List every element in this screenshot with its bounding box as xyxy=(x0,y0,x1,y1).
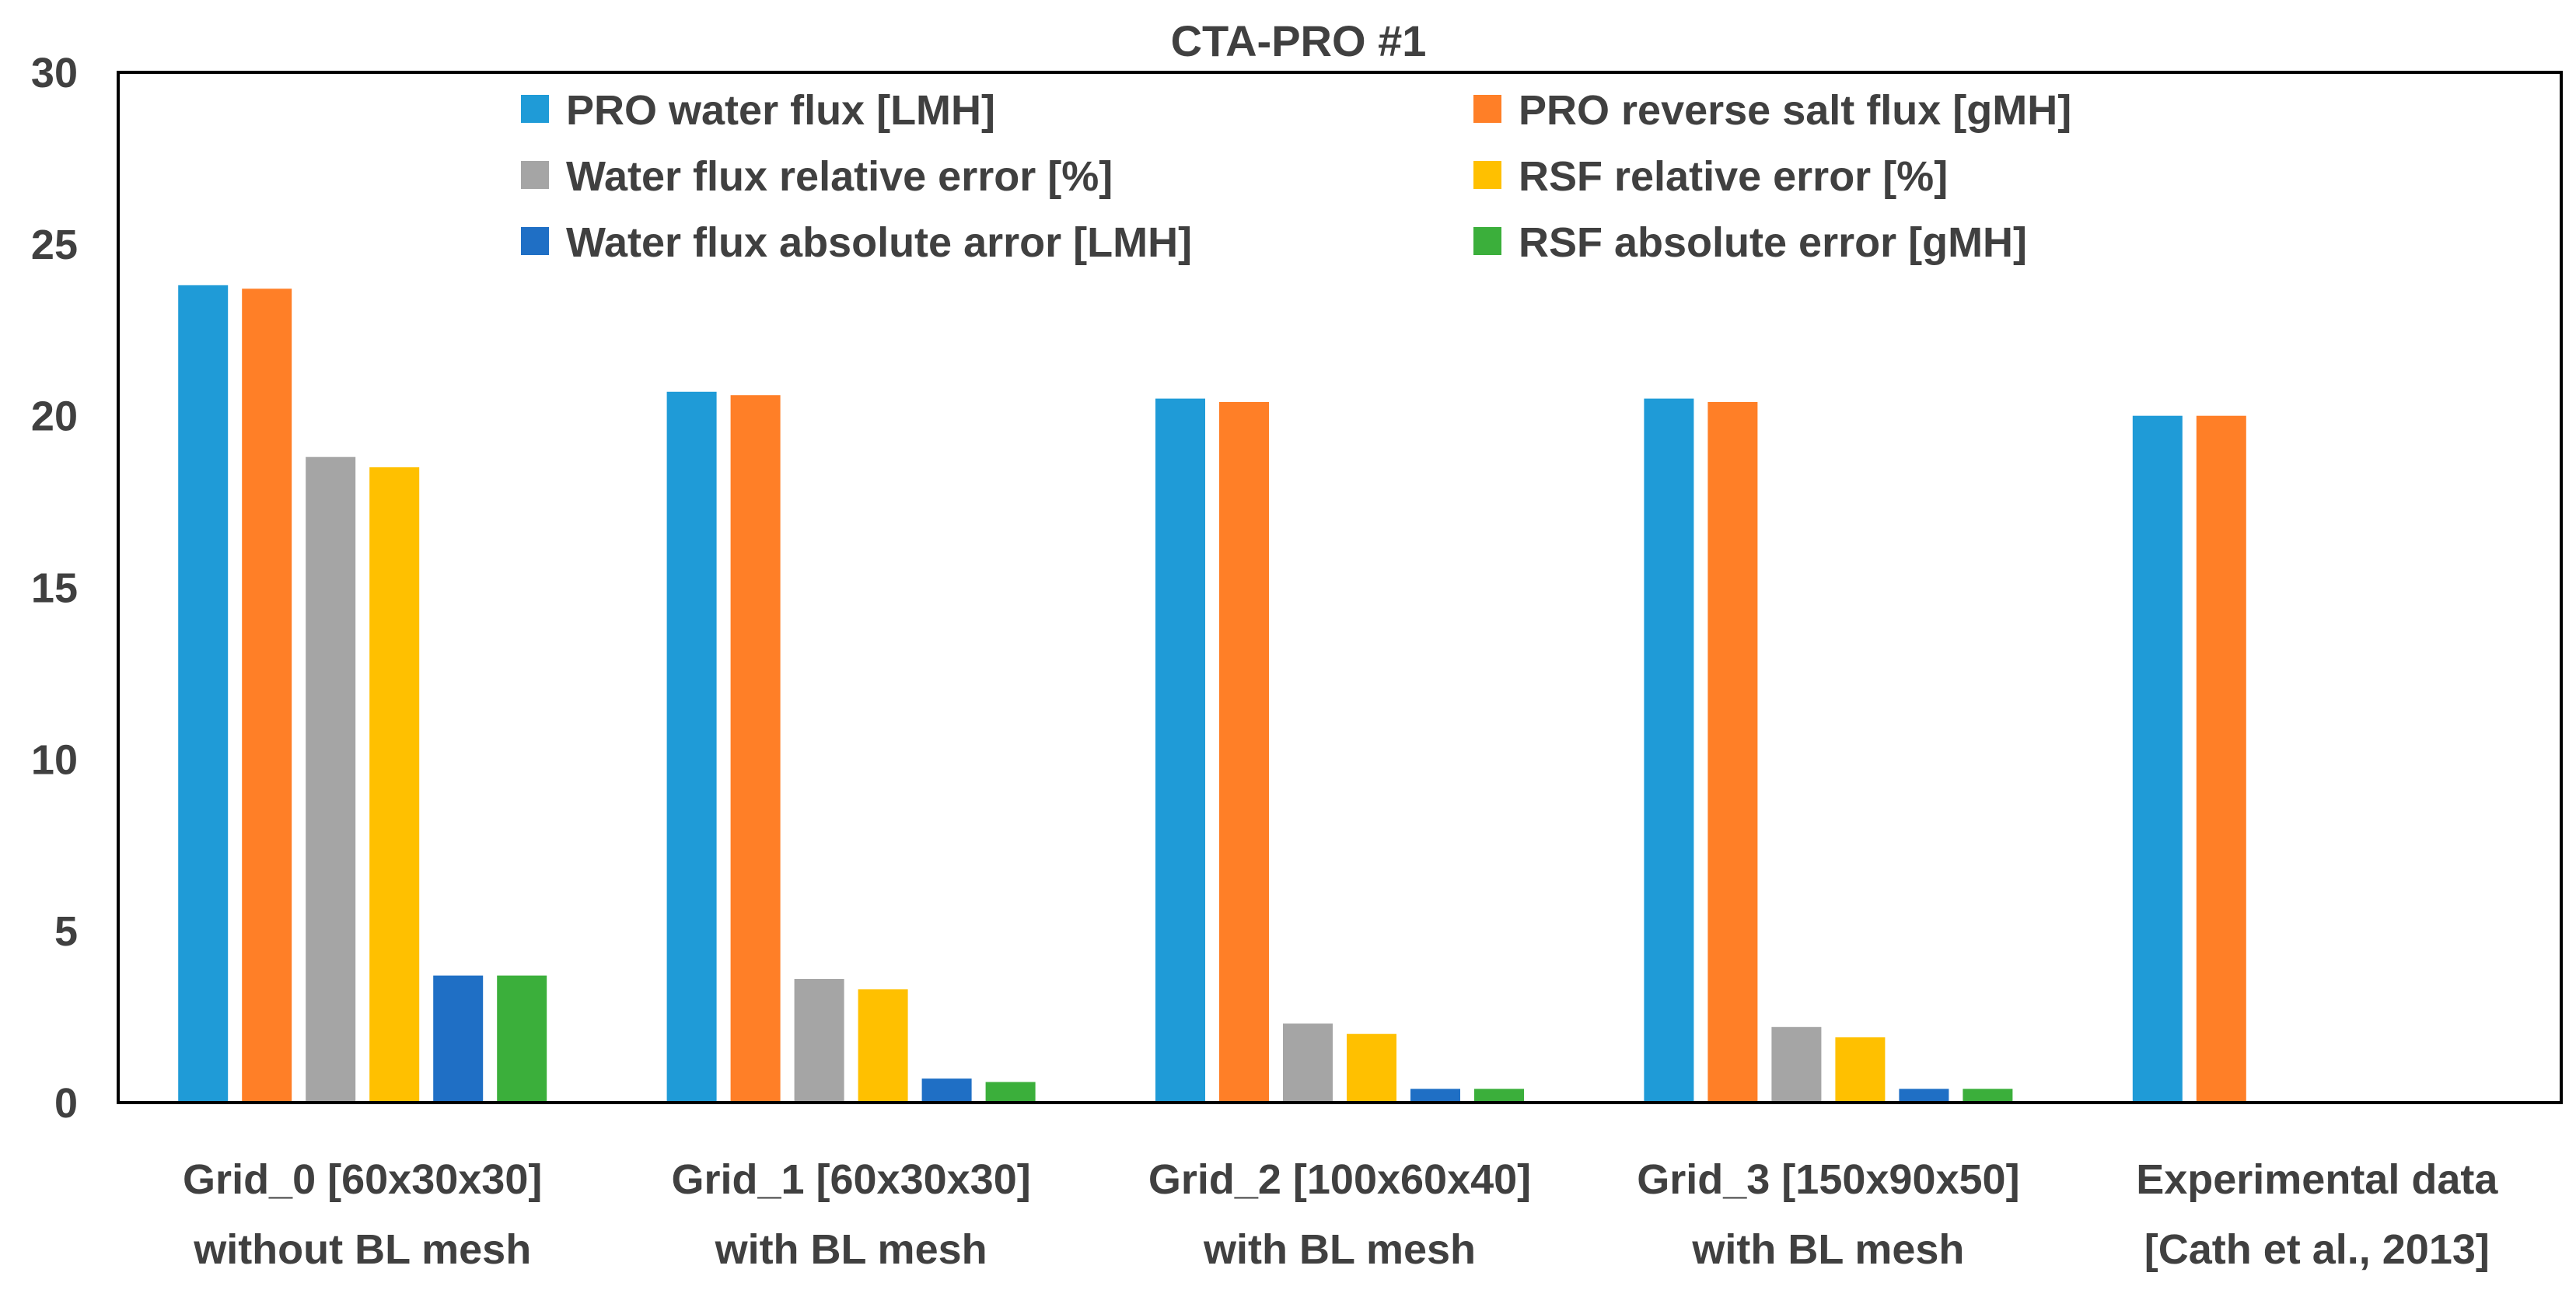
plot-area-border xyxy=(117,71,2563,1104)
x-tick-label: with BL mesh xyxy=(715,1226,987,1273)
bar xyxy=(1347,1033,1396,1103)
y-tick-label: 5 xyxy=(54,908,78,955)
bar xyxy=(242,288,292,1103)
legend-item: Water flux absolute arror [LMH] xyxy=(521,219,1192,266)
x-tick-label: with BL mesh xyxy=(1691,1226,1964,1273)
legend-swatch xyxy=(521,227,549,255)
chart-title: CTA-PRO #1 xyxy=(1171,16,1427,65)
legend-label: PRO water flux [LMH] xyxy=(566,87,995,134)
plot-frame xyxy=(117,71,2563,1104)
bar xyxy=(369,467,420,1103)
legend-swatch xyxy=(521,161,549,189)
bar xyxy=(1474,1089,1524,1103)
legend-item: RSF relative error [%] xyxy=(1473,153,1948,200)
x-axis: Grid_0 [60x30x30] without BL mesh Grid_1 [… xyxy=(183,1156,2498,1273)
y-axis: 0 5 10 15 20 25 30 xyxy=(31,50,78,1127)
x-tick-label: Grid_1 [60x30x30] xyxy=(671,1156,1030,1203)
y-tick-label: 30 xyxy=(31,50,78,96)
bar xyxy=(497,975,547,1103)
x-tick-label: Grid_2 [100x60x40] xyxy=(1148,1156,1531,1203)
bar xyxy=(730,395,781,1103)
legend: PRO water flux [LMH] PRO reverse salt flu… xyxy=(521,87,2071,266)
bar xyxy=(1410,1089,1460,1103)
x-tick-label: Experimental data xyxy=(2136,1156,2498,1203)
legend-label: Water flux absolute arror [LMH] xyxy=(566,219,1192,266)
x-tick-label: Grid_3 [150x90x50] xyxy=(1637,1156,2019,1203)
bar xyxy=(921,1078,972,1103)
bar xyxy=(2132,415,2183,1103)
legend-item: Water flux relative error [%] xyxy=(521,153,1113,200)
x-tick-label: without BL mesh xyxy=(193,1226,531,1273)
bars xyxy=(178,285,2246,1103)
legend-item: PRO water flux [LMH] xyxy=(521,87,995,134)
x-tick-label: with BL mesh xyxy=(1203,1226,1476,1273)
x-tick-label: [Cath et al., 2013] xyxy=(2144,1226,2490,1273)
legend-item: RSF absolute error [gMH] xyxy=(1473,219,2027,266)
bar xyxy=(1283,1023,1333,1103)
legend-item: PRO reverse salt flux [gMH] xyxy=(1473,87,2071,134)
legend-label: Water flux relative error [%] xyxy=(566,153,1113,200)
bar xyxy=(433,975,484,1103)
legend-swatch xyxy=(1473,161,1501,189)
bar xyxy=(1835,1037,1886,1103)
legend-label: RSF absolute error [gMH] xyxy=(1519,219,2027,266)
y-tick-label: 25 xyxy=(31,222,78,268)
bar xyxy=(1644,398,1694,1103)
y-tick-label: 10 xyxy=(31,736,78,783)
legend-label: PRO reverse salt flux [gMH] xyxy=(1519,87,2071,134)
bar xyxy=(306,456,356,1103)
bar xyxy=(858,989,908,1103)
bar xyxy=(1963,1089,2013,1103)
y-tick-label: 0 xyxy=(54,1080,78,1127)
bar xyxy=(666,391,717,1103)
bar xyxy=(985,1082,1036,1103)
legend-swatch xyxy=(1473,227,1501,255)
bar xyxy=(1707,402,1758,1103)
x-tick-label: Grid_0 [60x30x30] xyxy=(183,1156,542,1203)
bar xyxy=(2196,415,2246,1103)
bar xyxy=(1219,402,1269,1103)
bar xyxy=(1155,398,1205,1103)
bar xyxy=(1771,1026,1822,1103)
legend-swatch xyxy=(1473,95,1501,123)
legend-label: RSF relative error [%] xyxy=(1519,153,1948,200)
legend-swatch xyxy=(521,95,549,123)
bar xyxy=(1899,1089,1949,1103)
y-tick-label: 20 xyxy=(31,393,78,440)
y-tick-label: 15 xyxy=(31,565,78,612)
bar xyxy=(794,979,844,1103)
bar xyxy=(178,285,229,1103)
